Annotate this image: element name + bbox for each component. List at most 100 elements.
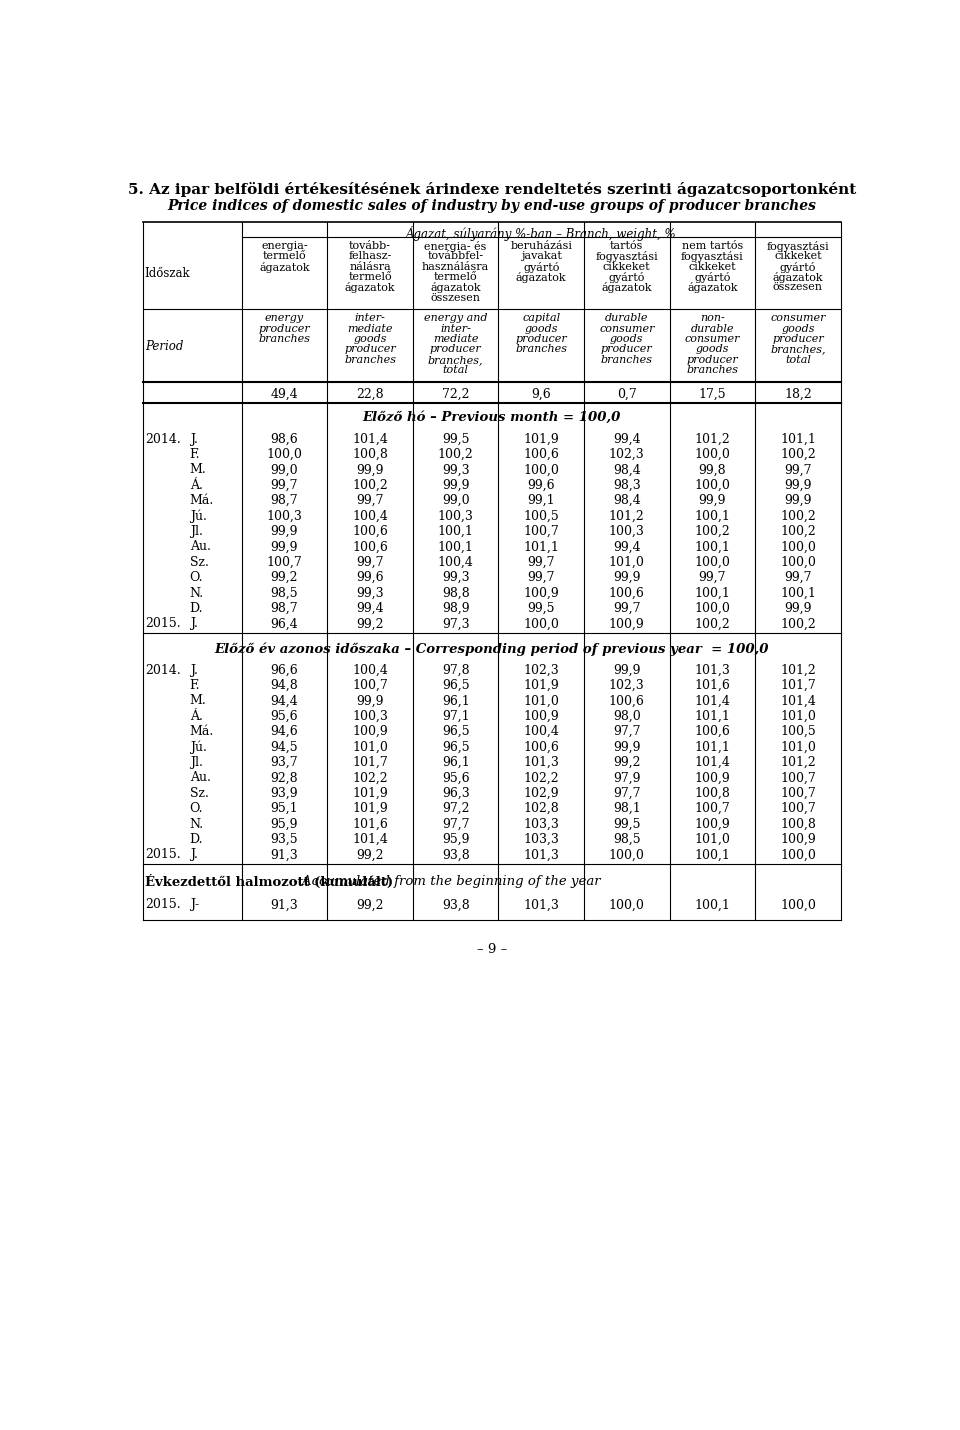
Text: 102,2: 102,2 (523, 771, 559, 785)
Text: 100,5: 100,5 (523, 509, 559, 522)
Text: továbbfel-: továbbfel- (427, 252, 484, 262)
Text: producer: producer (686, 355, 738, 365)
Text: J.: J. (190, 664, 198, 676)
Text: 93,9: 93,9 (271, 787, 299, 799)
Text: 93,7: 93,7 (271, 756, 299, 769)
Text: 100,7: 100,7 (780, 787, 816, 799)
Text: J.: J. (190, 848, 198, 861)
Text: 98,8: 98,8 (442, 586, 469, 599)
Text: Au.: Au. (190, 541, 210, 553)
Text: 100,0: 100,0 (694, 448, 731, 460)
Text: ágazatok: ágazatok (516, 272, 566, 283)
Text: 100,8: 100,8 (352, 448, 388, 460)
Text: consumer: consumer (684, 335, 740, 345)
Text: 96,5: 96,5 (442, 725, 469, 738)
Text: capital: capital (522, 313, 561, 323)
Text: 99,3: 99,3 (442, 571, 469, 585)
Text: 102,3: 102,3 (609, 448, 645, 460)
Text: D.: D. (190, 602, 204, 615)
Text: 99,7: 99,7 (356, 556, 384, 569)
Text: fogyasztási: fogyasztási (681, 252, 744, 262)
Text: 96,3: 96,3 (442, 787, 469, 799)
Text: 100,1: 100,1 (694, 848, 731, 861)
Text: gyártó: gyártó (780, 262, 816, 273)
Text: 99,7: 99,7 (271, 479, 299, 492)
Text: tovább-: tovább- (349, 240, 391, 250)
Text: 99,7: 99,7 (699, 571, 726, 585)
Text: 100,0: 100,0 (780, 541, 816, 553)
Text: 100,9: 100,9 (523, 709, 559, 722)
Text: inter-: inter- (354, 313, 386, 323)
Text: durable: durable (605, 313, 649, 323)
Text: 95,9: 95,9 (442, 834, 469, 847)
Text: Jl.: Jl. (190, 756, 203, 769)
Text: 100,2: 100,2 (780, 509, 816, 522)
Text: 99,0: 99,0 (442, 495, 469, 508)
Text: 100,7: 100,7 (267, 556, 302, 569)
Text: branches: branches (601, 355, 653, 365)
Text: Előző hó – Previous month = 100,0: Előző hó – Previous month = 100,0 (363, 410, 621, 425)
Text: 99,2: 99,2 (356, 848, 384, 861)
Text: 99,4: 99,4 (613, 433, 640, 446)
Text: 100,6: 100,6 (609, 586, 645, 599)
Text: 99,5: 99,5 (613, 818, 640, 831)
Text: M.: M. (190, 695, 206, 708)
Text: 18,2: 18,2 (784, 388, 812, 400)
Text: Sz.: Sz. (190, 556, 208, 569)
Text: 100,9: 100,9 (694, 818, 731, 831)
Text: fogyasztási: fogyasztási (767, 240, 829, 252)
Text: Price indices of domestic sales of industry by end-use groups of producer branch: Price indices of domestic sales of indus… (168, 199, 816, 213)
Text: 101,9: 101,9 (352, 787, 388, 799)
Text: 95,6: 95,6 (271, 709, 299, 722)
Text: 100,1: 100,1 (694, 586, 731, 599)
Text: 100,6: 100,6 (523, 448, 559, 460)
Text: 101,3: 101,3 (694, 664, 731, 676)
Text: gyártó: gyártó (523, 262, 560, 273)
Text: 100,0: 100,0 (609, 848, 645, 861)
Text: 101,3: 101,3 (523, 898, 559, 911)
Text: 99,5: 99,5 (442, 433, 469, 446)
Text: 101,4: 101,4 (780, 695, 816, 708)
Text: 99,9: 99,9 (271, 525, 299, 538)
Text: 101,9: 101,9 (352, 802, 388, 815)
Text: 97,1: 97,1 (442, 709, 469, 722)
Text: 100,2: 100,2 (780, 525, 816, 538)
Text: 95,9: 95,9 (271, 818, 299, 831)
Text: ágazatok: ágazatok (345, 283, 396, 293)
Text: fogyasztási: fogyasztási (595, 252, 659, 262)
Text: 98,4: 98,4 (612, 463, 640, 476)
Text: 2014.: 2014. (145, 433, 180, 446)
Text: branches: branches (516, 345, 567, 355)
Text: tartós: tartós (611, 240, 643, 250)
Text: 101,6: 101,6 (352, 818, 388, 831)
Text: 99,9: 99,9 (356, 695, 384, 708)
Text: 101,9: 101,9 (523, 679, 559, 692)
Text: energy and: energy and (424, 313, 488, 323)
Text: energia- és: energia- és (424, 240, 487, 252)
Text: 99,7: 99,7 (527, 556, 555, 569)
Text: 101,7: 101,7 (780, 679, 816, 692)
Text: 99,8: 99,8 (699, 463, 726, 476)
Text: 100,0: 100,0 (694, 602, 731, 615)
Text: 101,0: 101,0 (352, 741, 388, 754)
Text: nálásra: nálásra (349, 262, 391, 272)
Text: gyártó: gyártó (609, 272, 645, 283)
Text: 99,3: 99,3 (442, 463, 469, 476)
Text: 95,6: 95,6 (442, 771, 469, 785)
Text: 100,0: 100,0 (523, 463, 559, 476)
Text: producer: producer (345, 345, 396, 355)
Text: termelő: termelő (348, 272, 392, 282)
Text: összesen: összesen (773, 283, 823, 293)
Text: 99,9: 99,9 (699, 495, 726, 508)
Text: 98,0: 98,0 (612, 709, 640, 722)
Text: 99,9: 99,9 (613, 664, 640, 676)
Text: Évkezdettől halmozott (kumulált): Évkezdettől halmozott (kumulált) (145, 875, 393, 889)
Text: 102,3: 102,3 (609, 679, 645, 692)
Text: cikkeket: cikkeket (688, 262, 736, 272)
Text: 100,6: 100,6 (352, 541, 388, 553)
Text: 100,1: 100,1 (694, 509, 731, 522)
Text: 101,0: 101,0 (523, 695, 559, 708)
Text: 99,9: 99,9 (784, 602, 812, 615)
Text: 17,5: 17,5 (699, 388, 726, 400)
Text: 99,9: 99,9 (613, 571, 640, 585)
